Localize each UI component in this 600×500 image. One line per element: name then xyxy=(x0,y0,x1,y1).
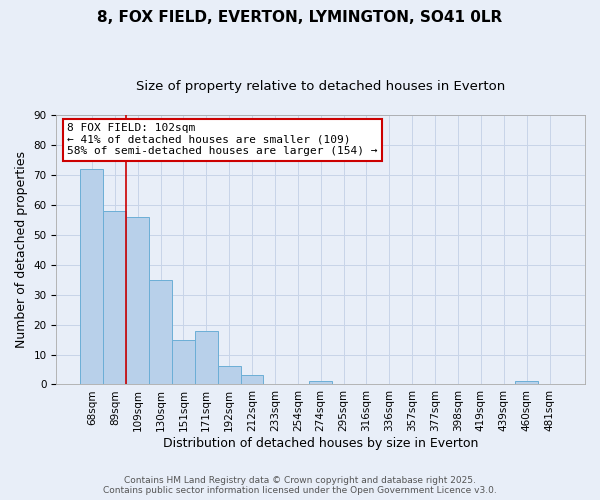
Bar xyxy=(218,366,241,384)
Bar xyxy=(515,382,538,384)
Y-axis label: Number of detached properties: Number of detached properties xyxy=(15,151,28,348)
Text: 8, FOX FIELD, EVERTON, LYMINGTON, SO41 0LR: 8, FOX FIELD, EVERTON, LYMINGTON, SO41 0… xyxy=(97,10,503,25)
Bar xyxy=(195,330,218,384)
Text: Contains HM Land Registry data © Crown copyright and database right 2025.
Contai: Contains HM Land Registry data © Crown c… xyxy=(103,476,497,495)
Bar xyxy=(80,169,103,384)
Bar xyxy=(126,217,149,384)
Bar xyxy=(103,211,126,384)
X-axis label: Distribution of detached houses by size in Everton: Distribution of detached houses by size … xyxy=(163,437,478,450)
Bar xyxy=(241,376,263,384)
Bar xyxy=(149,280,172,384)
Bar xyxy=(309,382,332,384)
Bar xyxy=(172,340,195,384)
Title: Size of property relative to detached houses in Everton: Size of property relative to detached ho… xyxy=(136,80,505,93)
Text: 8 FOX FIELD: 102sqm
← 41% of detached houses are smaller (109)
58% of semi-detac: 8 FOX FIELD: 102sqm ← 41% of detached ho… xyxy=(67,123,377,156)
